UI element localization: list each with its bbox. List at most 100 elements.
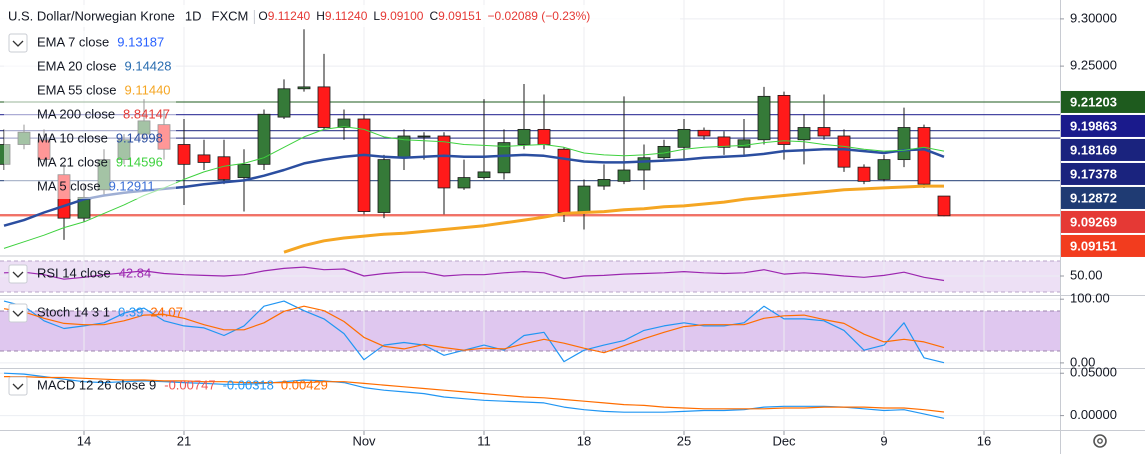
y-tick-label: 9.30000	[1070, 10, 1117, 25]
candle-body	[737, 139, 751, 148]
price-label: 9.19863	[1070, 118, 1117, 133]
collapse-arrow[interactable]	[12, 383, 24, 390]
legend-name: MA 200 close	[37, 106, 115, 121]
collapse-button[interactable]	[8, 303, 28, 323]
candle-body	[637, 157, 651, 171]
y-tick-label: 100.00	[1070, 291, 1110, 306]
candle-body	[257, 113, 271, 165]
price-label-box	[1061, 186, 1145, 209]
x-tick-label: 14	[77, 433, 91, 448]
ohlc-value: 9.09100	[380, 9, 424, 23]
candle-body	[457, 177, 471, 189]
legend-name: EMA 7 close	[37, 34, 109, 49]
price-label-box	[1061, 138, 1145, 161]
ohlc-value: 9.11240	[268, 9, 311, 23]
candle-body	[717, 136, 731, 148]
collapse-arrow[interactable]	[12, 310, 24, 317]
y-tick-label: 50.00	[1070, 267, 1103, 282]
legend-name: MA 10 close	[37, 130, 108, 145]
candle-body	[617, 169, 631, 182]
candle-body	[317, 86, 331, 128]
indicator-line	[4, 376, 945, 413]
y-tick-label: 9.25000	[1070, 58, 1117, 73]
price-label-box	[1061, 90, 1145, 113]
y-tick-label: 0.00000	[1070, 407, 1117, 422]
y-tick-label: 0.00	[1070, 354, 1095, 369]
candle-body	[357, 118, 371, 212]
x-tick-label: 16	[977, 433, 991, 448]
candle-body	[177, 144, 191, 165]
indicator-title: MACD 12 26 close 9	[37, 377, 156, 392]
legend-value: 9.11440	[125, 82, 171, 97]
source: FXCM	[212, 8, 249, 23]
legend-name: MA 21 close	[37, 154, 108, 169]
macd-pane	[3, 372, 945, 419]
price-label: 9.12872	[1070, 190, 1117, 205]
legend-value: 8.84147	[123, 106, 170, 121]
stoch-pane	[3, 300, 945, 364]
price-label-box	[1061, 162, 1145, 185]
x-tick-label: 21	[177, 433, 191, 448]
indicator-line	[3, 305, 945, 354]
indicator-value: 0.39	[118, 304, 143, 319]
candle-body	[517, 128, 531, 145]
indicator-value: 0.00429	[281, 377, 328, 392]
candle-body	[197, 154, 211, 163]
ohlc-key: L	[373, 9, 380, 23]
price-pane	[0, 29, 951, 254]
gear-ring[interactable]	[1093, 434, 1107, 448]
candle-body	[277, 88, 291, 118]
collapse-arrow[interactable]	[12, 271, 24, 278]
candle-body	[537, 128, 551, 145]
candle-body	[377, 159, 391, 213]
header: U.S. Dollar/Norwegian Krone 1D FXCM O 9.1124…	[0, 5, 680, 27]
collapse-button[interactable]	[8, 264, 28, 284]
candle-body	[677, 128, 691, 148]
price-label-box	[1061, 234, 1145, 257]
change: −0.02089 (−0.23%)	[488, 9, 591, 23]
candle-body	[777, 94, 791, 145]
price-label: 9.09269	[1070, 214, 1117, 229]
legend-name: EMA 20 close	[37, 58, 117, 73]
indicator-line	[3, 300, 945, 364]
legend-value: 9.14998	[116, 130, 163, 145]
ohlc-value: 9.11240	[325, 9, 368, 23]
collapse-button[interactable]	[8, 376, 28, 396]
interval: 1D	[185, 8, 202, 23]
collapse-button[interactable]	[8, 33, 28, 53]
ohlc-key: O	[258, 9, 267, 23]
legend-name: EMA 55 close	[37, 82, 117, 97]
x-tick-label: 25	[677, 433, 691, 448]
rsi-pane	[3, 266, 945, 282]
price-label: 9.21203	[1070, 94, 1117, 109]
candle-body	[437, 135, 451, 189]
indicator-line	[283, 184, 944, 254]
indicator-value: 42.84	[119, 265, 152, 280]
indicator-line	[3, 372, 945, 419]
legend-value: 9.13187	[117, 34, 164, 49]
price-label-box	[1061, 210, 1145, 233]
gear-hub[interactable]	[1097, 438, 1103, 444]
indicator-value: -0.00747	[164, 377, 215, 392]
x-tick-label: Nov	[352, 433, 376, 448]
x-tick-label: 18	[577, 433, 591, 448]
settings-button[interactable]	[1093, 434, 1107, 448]
price-label: 9.09151	[1070, 238, 1117, 253]
legend-value: 9.12911	[109, 178, 155, 193]
price-label: 9.17378	[1070, 166, 1117, 181]
candle-body	[577, 185, 591, 213]
candle-body	[337, 118, 351, 128]
candle-body	[797, 127, 811, 141]
indicator-value: -0.00318	[223, 377, 274, 392]
candle-body	[297, 86, 311, 90]
indicator-value: 24.07	[150, 304, 183, 319]
symbol: U.S. Dollar/Norwegian Krone	[8, 8, 175, 23]
collapse-arrow[interactable]	[12, 40, 24, 47]
x-tick-label: 11	[477, 433, 491, 448]
candle-body	[917, 127, 931, 185]
legend-name: MA 5 close	[37, 178, 101, 193]
candle-body	[597, 179, 611, 187]
